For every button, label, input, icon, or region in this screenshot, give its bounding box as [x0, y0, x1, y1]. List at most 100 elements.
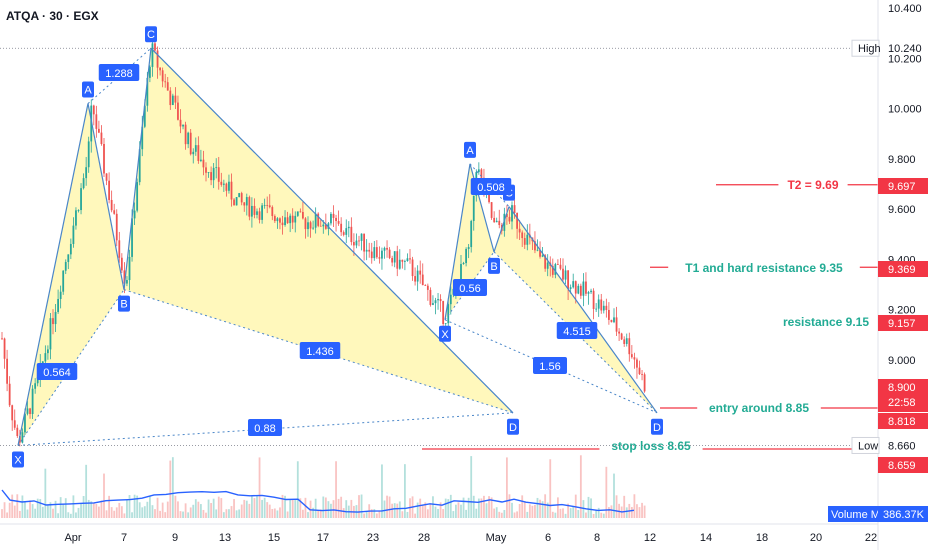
candle-body [151, 43, 154, 67]
pattern-ratio-label: 0.88 [254, 423, 275, 435]
volume-bar [41, 506, 44, 518]
volume-bar [375, 513, 378, 518]
volume-bar [187, 512, 190, 518]
pattern-leg [123, 48, 152, 290]
volume-bar [462, 497, 465, 518]
volume-bar [299, 498, 302, 518]
volume-bar [475, 508, 478, 518]
high-value: 10.240 [888, 43, 922, 55]
volume-bar [100, 500, 103, 518]
candle-body [16, 427, 19, 436]
pattern-ratio-line [123, 289, 514, 414]
volume-bar [511, 502, 513, 518]
candle-body [439, 299, 442, 302]
price-level-lines: T2 = 9.69 T1 and hard resistance 9.35 resi… [422, 176, 881, 453]
date-tick-label: 23 [367, 532, 379, 544]
volume-bar [590, 498, 592, 518]
volume-bar [177, 501, 179, 518]
candle-body [638, 367, 641, 375]
candle-body [488, 191, 490, 203]
pattern-ratio-label: 0.508 [477, 182, 505, 194]
candle-body [245, 197, 248, 206]
candle-body [404, 261, 406, 262]
volume-ma-value-box [878, 506, 928, 522]
pattern-point-a-label: A [466, 145, 474, 157]
candle-body [493, 217, 496, 223]
candle-body [296, 211, 299, 216]
volume-bar [3, 502, 6, 518]
candle-body [222, 183, 225, 185]
candle-body [136, 182, 139, 211]
candle-body [174, 95, 177, 103]
volume-bar [233, 499, 235, 518]
symbol-title[interactable]: ATQA · 30 · EGX [6, 9, 99, 23]
candle-body [643, 374, 646, 392]
candle-body [595, 308, 598, 310]
candle-body [276, 218, 279, 222]
volume-bar [579, 455, 582, 518]
pattern-ratio-box [299, 342, 341, 359]
volume-bar [557, 497, 559, 518]
candle-body [146, 77, 149, 106]
candle-body [508, 216, 511, 222]
pattern-ratio-label: 0.56 [459, 283, 480, 295]
candle-body [577, 285, 580, 294]
candle-body [31, 388, 34, 415]
volume-bar [47, 505, 49, 518]
candle-body [194, 145, 197, 152]
volume-bar [16, 494, 19, 518]
last-price-countdown: 22:58 [888, 397, 916, 409]
candle-body [34, 383, 37, 389]
candle-body [610, 319, 613, 323]
candle-body [1, 338, 3, 340]
volume-bar [77, 507, 80, 518]
pattern-leg [87, 103, 125, 290]
candle-body [398, 259, 401, 269]
candle-body [72, 225, 75, 244]
candle-body [202, 159, 205, 168]
date-tick-label: 17 [317, 532, 329, 544]
pattern-ratio-box [470, 178, 512, 195]
candle-body [579, 285, 582, 296]
candle-body [314, 213, 317, 228]
candle-body [521, 232, 524, 239]
volume-bar [220, 498, 223, 518]
price-tick-label: 10.400 [888, 3, 922, 15]
candle-body [396, 251, 399, 269]
pattern-ratio-box [98, 64, 140, 81]
volume-bar [521, 495, 524, 518]
candle-body [36, 377, 39, 384]
candle-body [13, 420, 16, 428]
candle-body [263, 205, 266, 206]
harmonic-pattern-labels: XABCD0.5641.2881.4360.88XABCD0.560.5084.… [12, 26, 663, 468]
pattern-ratio-box [36, 363, 78, 380]
volume-bar [62, 504, 65, 518]
candle-body [271, 207, 274, 217]
volume-bar [633, 494, 636, 518]
candle-body [312, 227, 314, 229]
level-text: T2 = 9.69 [787, 178, 838, 192]
volume-bar [222, 512, 225, 518]
volume-bar [207, 499, 210, 518]
level-text-bg [668, 259, 860, 275]
candle-body [332, 213, 335, 218]
candle-body [551, 265, 554, 275]
candle-body [57, 298, 59, 312]
pattern-point-b-label: B [490, 261, 497, 273]
volume-bar [401, 511, 404, 518]
volume-bar [268, 504, 271, 518]
candle-body [284, 217, 286, 226]
candle-body [182, 124, 184, 127]
candle-body [64, 261, 67, 271]
pattern-leg [444, 163, 471, 320]
volume-bar [304, 497, 307, 518]
volume-bar [113, 510, 116, 518]
candle-body [103, 143, 105, 174]
volume-bar [72, 495, 75, 518]
volume-bar [595, 510, 598, 518]
candle-body [360, 233, 363, 241]
candle-body [340, 223, 343, 233]
pattern-ratio-label: 4.515 [563, 326, 591, 338]
